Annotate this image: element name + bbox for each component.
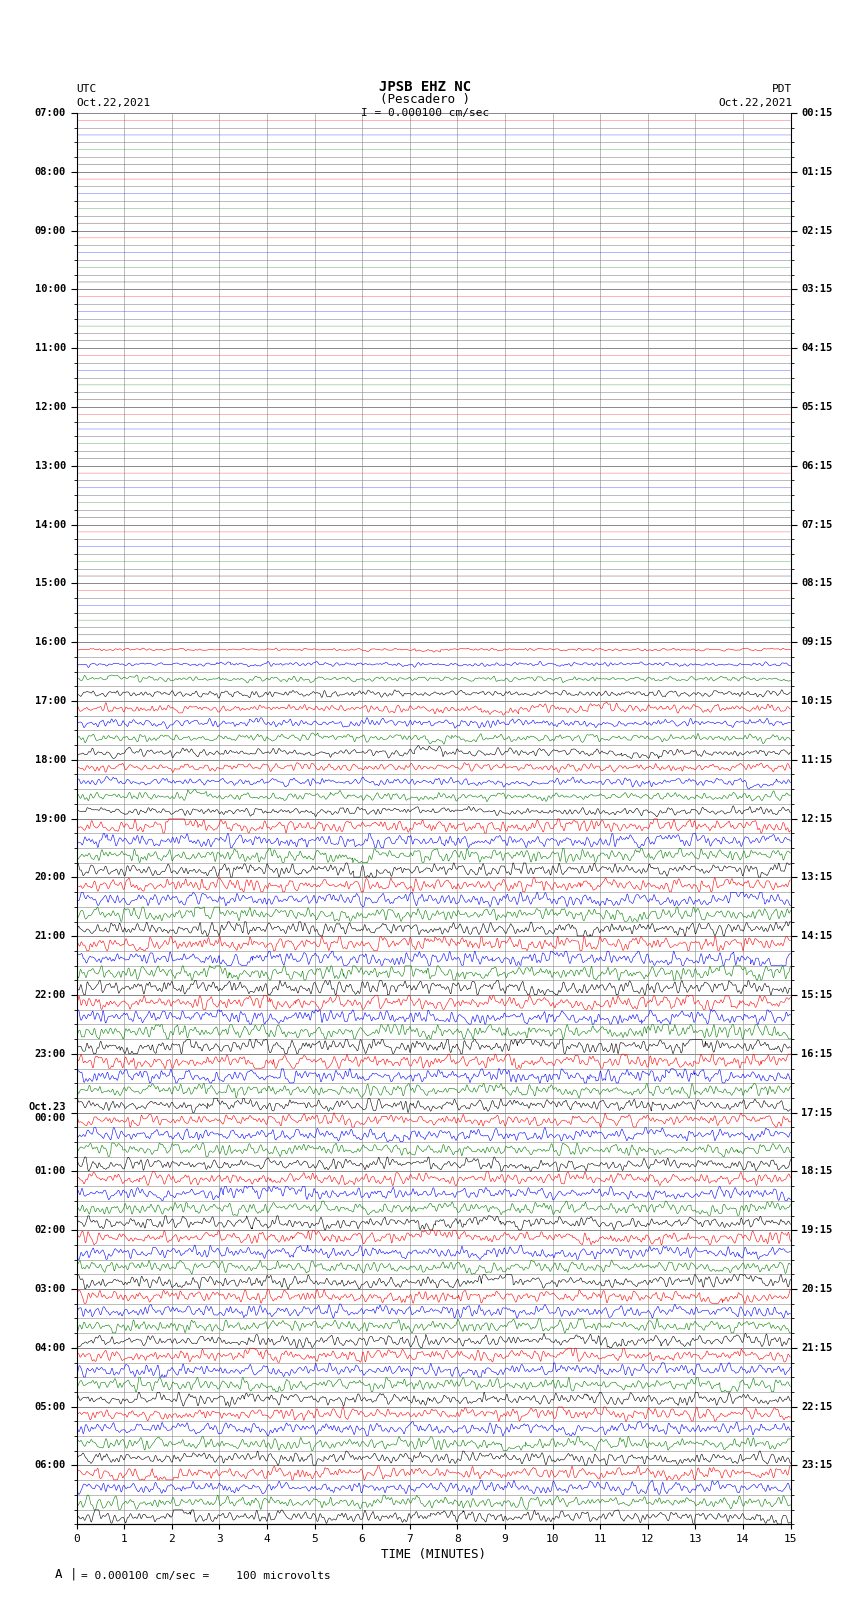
Text: (Pescadero ): (Pescadero ): [380, 94, 470, 106]
Text: UTC: UTC: [76, 84, 97, 94]
X-axis label: TIME (MINUTES): TIME (MINUTES): [381, 1548, 486, 1561]
Text: Oct.22,2021: Oct.22,2021: [76, 98, 150, 108]
Text: PDT: PDT: [772, 84, 792, 94]
Text: I = 0.000100 cm/sec: I = 0.000100 cm/sec: [361, 108, 489, 118]
Text: JPSB EHZ NC: JPSB EHZ NC: [379, 81, 471, 94]
Text: A |: A |: [55, 1568, 77, 1581]
Text: = 0.000100 cm/sec =    100 microvolts: = 0.000100 cm/sec = 100 microvolts: [81, 1571, 331, 1581]
Text: Oct.22,2021: Oct.22,2021: [718, 98, 792, 108]
